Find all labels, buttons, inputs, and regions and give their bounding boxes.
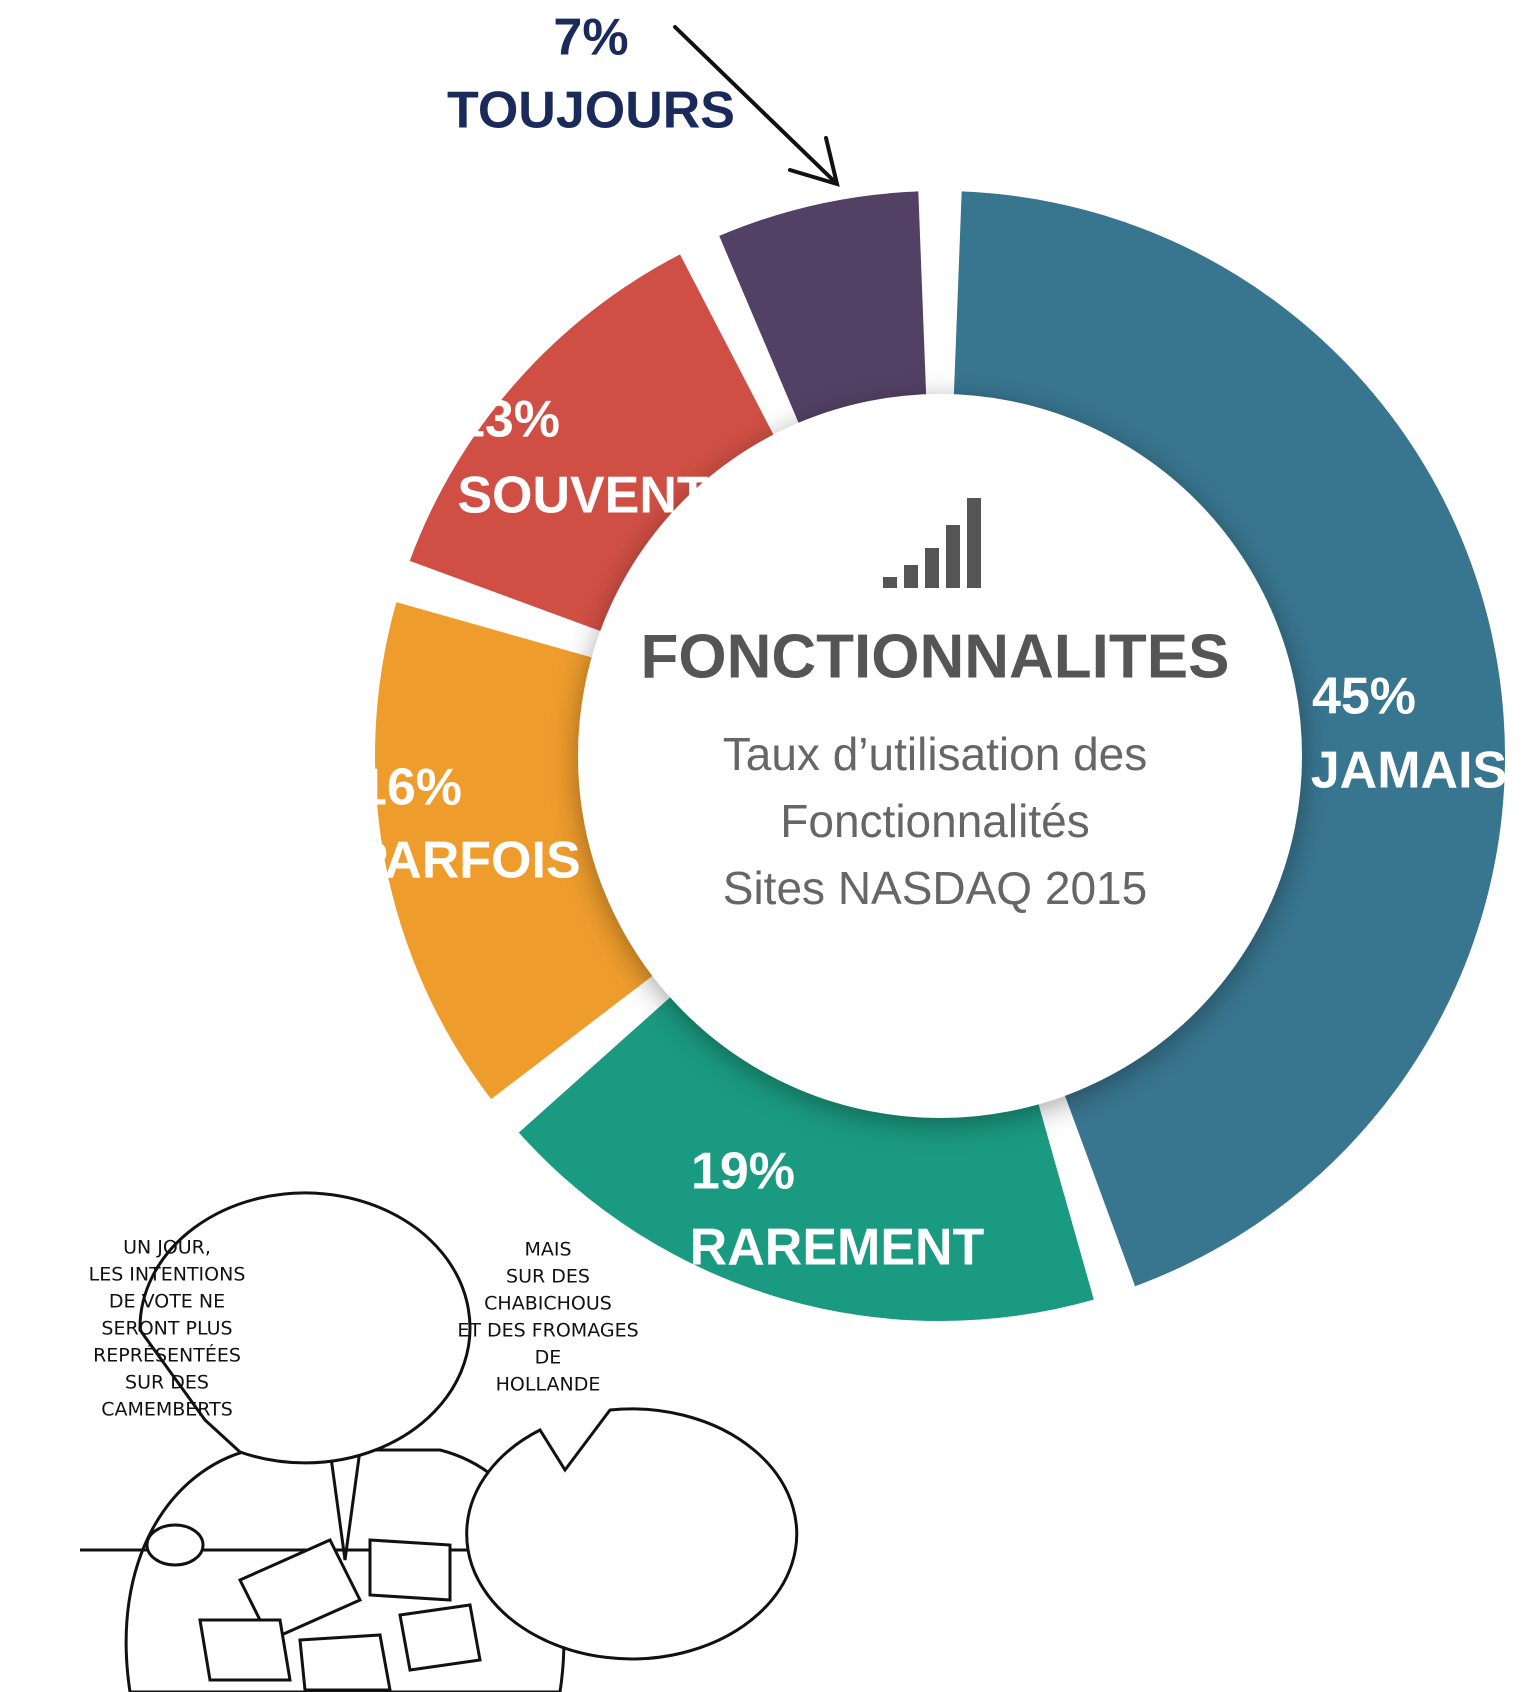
category-label: JAMAIS (1311, 742, 1507, 800)
subtitle: Fonctionnalités (780, 795, 1089, 847)
subtitle: Taux d’utilisation des (723, 728, 1147, 780)
bubble-text: DE (535, 1347, 562, 1369)
bubble-text: CAMEMBERTS (101, 1399, 233, 1421)
value-label: 13% (456, 391, 560, 449)
chart-title: FONCTIONNALITES (641, 622, 1230, 691)
value-label: 7% (553, 9, 628, 67)
category-label: TOUJOURS (447, 82, 735, 140)
bubble-text: ET DES FROMAGES (457, 1320, 638, 1342)
value-label: 45% (1312, 668, 1416, 726)
bubble-text: HOLLANDE (496, 1374, 601, 1396)
bubble-text: SUR DES (125, 1372, 209, 1394)
category-label: PARFOIS (353, 832, 580, 890)
page: FONCTIONNALITES Taux d’utilisation des F… (0, 0, 1536, 1692)
bubble-text: REPRÉSENTÉES (93, 1344, 241, 1367)
bubble-text: LES INTENTIONS (89, 1264, 246, 1286)
bubble-text: SERONT PLUS (101, 1318, 232, 1340)
bubble-text: DE VOTE NE (109, 1291, 225, 1313)
bubble-text: UN JOUR, (123, 1237, 211, 1259)
value-label: 19% (691, 1143, 795, 1201)
subtitle: Sites NASDAQ 2015 (723, 862, 1147, 914)
category-label: SOUVENT (457, 467, 709, 525)
category-label: RAREMENT (690, 1219, 985, 1277)
chart: FONCTIONNALITES Taux d’utilisation des F… (0, 0, 1536, 1692)
value-label: 16% (358, 759, 462, 817)
bubble-text: CHABICHOUS (484, 1293, 612, 1315)
bubble-text: MAIS (524, 1239, 571, 1261)
bubble-text: SUR DES (506, 1266, 590, 1288)
